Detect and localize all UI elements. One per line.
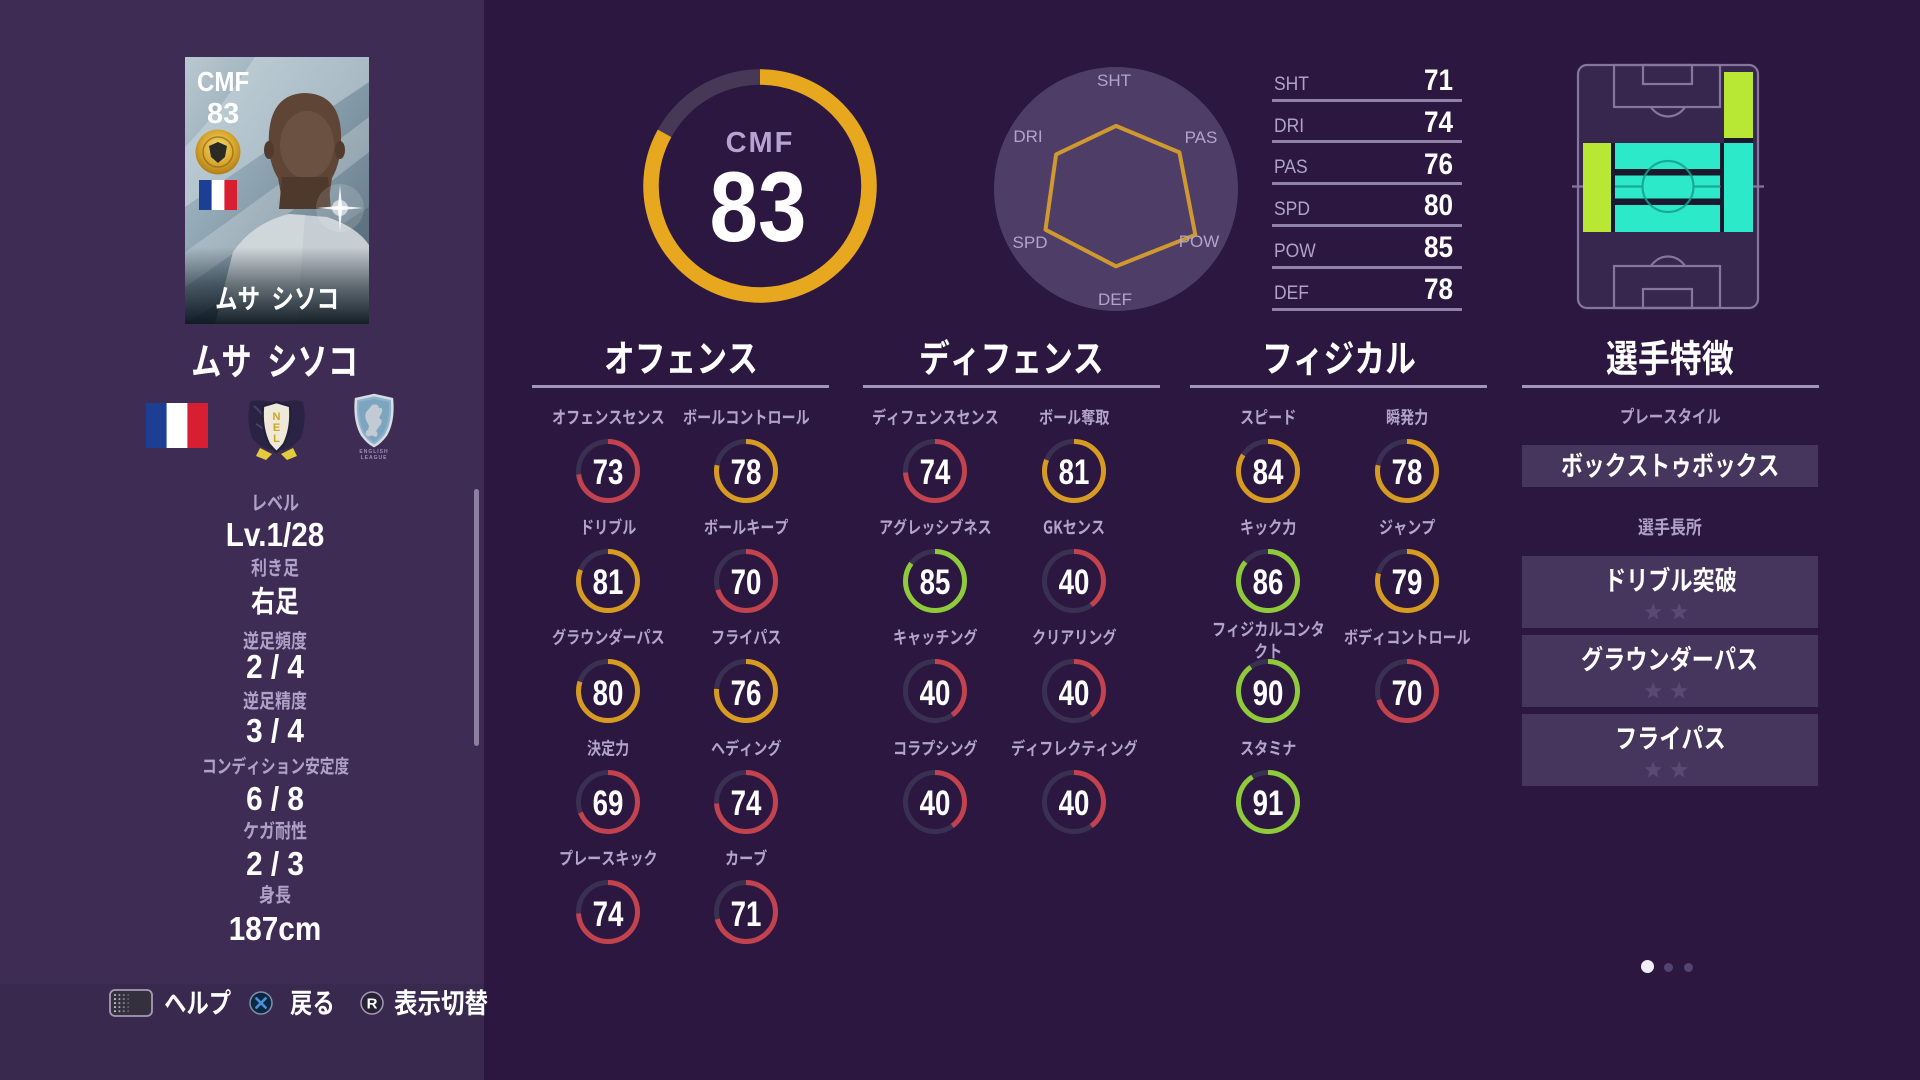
svg-text:N: N xyxy=(273,411,281,423)
svg-text:E: E xyxy=(273,422,280,434)
svg-text:ENGLISH: ENGLISH xyxy=(359,449,388,455)
svg-text:LEAGUE: LEAGUE xyxy=(361,455,388,461)
svg-text:CMF: CMF xyxy=(197,65,249,97)
svg-text:83: 83 xyxy=(207,98,239,130)
svg-text:R: R xyxy=(367,996,378,1013)
svg-text:L: L xyxy=(273,433,280,445)
